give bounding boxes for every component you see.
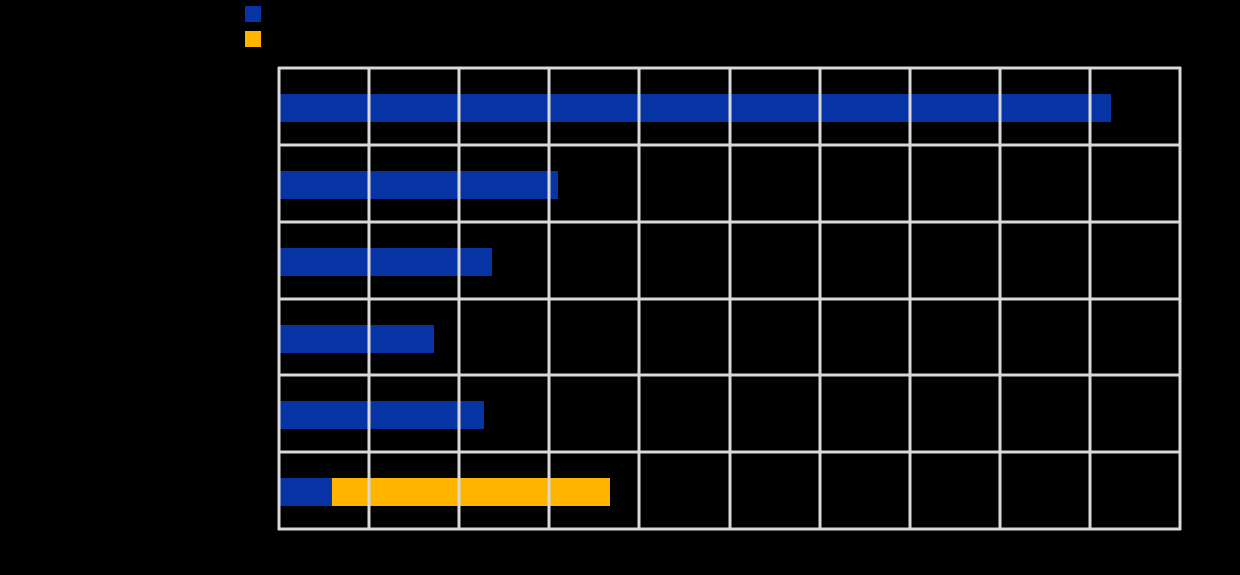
gridline-horizontal [278, 143, 1181, 147]
gridline-horizontal [278, 66, 1181, 70]
bar-segment [279, 401, 484, 430]
legend-swatch-series-2 [245, 31, 261, 47]
legend [245, 6, 261, 47]
plot-area [277, 66, 1182, 531]
bar-segment [279, 170, 559, 199]
bar-segment [279, 94, 1111, 122]
gridline-horizontal [278, 527, 1181, 531]
gridline-horizontal [278, 220, 1181, 224]
bar-segment [332, 478, 610, 507]
gridline-horizontal [278, 450, 1181, 454]
bar-segment [279, 247, 492, 276]
gridline-horizontal [278, 373, 1181, 377]
bar-segment [279, 478, 333, 507]
legend-swatch-series-1 [245, 6, 261, 22]
bar-segment [279, 324, 434, 353]
gridline-horizontal [278, 297, 1181, 300]
